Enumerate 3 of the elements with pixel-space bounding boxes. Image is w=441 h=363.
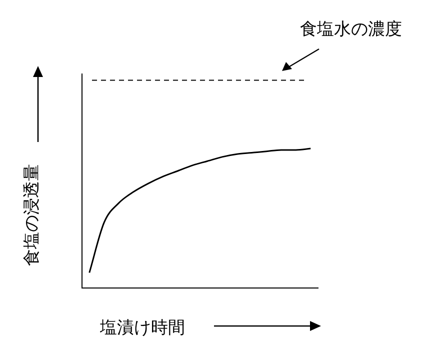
x-axis-title: 塩漬け時間	[100, 317, 185, 339]
ref-line-label: 食塩水の濃度	[300, 19, 402, 40]
y-axis-title: 食塩の浸透量	[21, 164, 43, 266]
